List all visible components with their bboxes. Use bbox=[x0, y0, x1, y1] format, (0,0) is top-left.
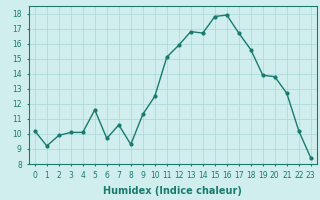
X-axis label: Humidex (Indice chaleur): Humidex (Indice chaleur) bbox=[103, 186, 242, 196]
